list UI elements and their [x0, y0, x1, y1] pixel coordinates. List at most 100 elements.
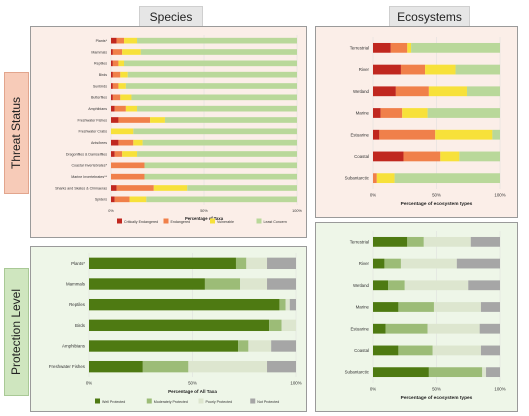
- x-axis-label: Percentage of ecosystem types: [401, 395, 473, 401]
- category-label-sunbirds: Sunbirds: [93, 84, 107, 88]
- x-tick-label: 50%: [432, 386, 441, 391]
- bar-reptiles-least-concern: [124, 60, 298, 67]
- category-label-wetland: Wetland: [353, 283, 370, 288]
- bar-reptiles-moderately-protected: [279, 298, 286, 311]
- bar-birds-critically-endangered: [111, 71, 113, 78]
- category-label-subantarctic: Subantarctic: [345, 370, 370, 375]
- bar-subantarctic-well-protected: [373, 367, 429, 378]
- bar-freshwater-crabs-vulnerable: [111, 128, 134, 135]
- bar-plants-well-protected: [89, 257, 236, 270]
- x-tick-label: 50%: [432, 192, 441, 197]
- category-label-mammals: Mammals: [66, 282, 86, 287]
- legend-swatch-moderately-protected: [146, 398, 152, 404]
- bar-mammals-endangered: [112, 49, 123, 55]
- bar-dragonflies-damselflies-endangered: [114, 151, 123, 157]
- category-label-wetland: Wetland: [353, 89, 370, 94]
- bar-river-not-protected: [456, 258, 500, 269]
- x-tick-label: 50%: [188, 380, 197, 385]
- legend-label-endangered: Endangered: [171, 220, 191, 224]
- category-label-mammals: Mammals: [91, 50, 107, 54]
- bar-subantarctic-vulnerable: [376, 173, 395, 184]
- bar-wetland-least-concern: [466, 86, 500, 97]
- ecosystem-threat-panel: Terrestrial River Wetland Marine Estuarine Co…: [315, 26, 518, 218]
- category-label-sharks-and-skates-chimaeras: Sharks and Skates & Chimaeras: [55, 186, 107, 190]
- category-label-reptiles: Reptiles: [69, 302, 86, 307]
- category-label-coastal: Coastal: [354, 154, 369, 159]
- category-label-ants-bees: Ants/bees: [91, 141, 107, 145]
- bar-sharks-and-skates-chimaeras-endangered: [116, 185, 154, 191]
- bar-freshwater-crabs-least-concern: [133, 128, 297, 135]
- category-label-terrestrial: Terrestrial: [350, 45, 369, 50]
- category-label-subantarctic: Subantarctic: [345, 176, 370, 181]
- category-label-freshwater-fishes: Freshwater Fishes: [49, 364, 86, 369]
- bar-spiders-least-concern: [146, 196, 297, 203]
- bar-wetland-poorly-protected: [404, 280, 469, 291]
- bar-mammals-moderately-protected: [204, 278, 241, 290]
- bar-amphibians-well-protected: [89, 340, 239, 352]
- bar-terrestrial-not-protected: [470, 236, 500, 247]
- bar-mammals-critically-endangered: [111, 49, 113, 55]
- category-label-coastal: Coastal: [354, 348, 369, 353]
- legend-label-poorly-protected: Poorly Protected: [206, 400, 233, 404]
- bar-terrestrial-well-protected: [373, 236, 408, 247]
- bar-birds-endangered: [112, 71, 121, 78]
- x-tick-label: 50%: [200, 209, 208, 213]
- bar-birds-poorly-protected: [281, 319, 296, 332]
- x-axis-label: Percentage of Taxa: [185, 216, 224, 221]
- bar-river-well-protected: [373, 258, 385, 269]
- bar-amphibians-moderately-protected: [238, 340, 249, 352]
- category-label-plants: Plants*: [96, 39, 108, 43]
- bar-marine-invertebrates-least-concern: [144, 173, 297, 180]
- legend-label-least-concern: Least Concern: [264, 220, 287, 224]
- bar-marine-moderately-protected: [398, 302, 434, 312]
- bar-birds-well-protected: [89, 319, 270, 332]
- bar-amphibians-vulnerable: [125, 105, 138, 112]
- bar-amphibians-critically-endangered: [111, 105, 115, 112]
- bar-estuarine-endangered: [379, 129, 436, 140]
- legend-swatch-well-protected: [95, 398, 100, 404]
- bar-wetland-not-protected: [468, 280, 500, 291]
- legend-swatch-critically-endangered: [117, 218, 122, 224]
- legend-label-not-protected: Not Protected: [257, 400, 279, 404]
- species-threat-panel: Plants* Mammals Reptiles Birds Sunbirds Butte…: [30, 26, 307, 238]
- bar-subantarctic-not-protected: [486, 367, 500, 378]
- bar-wetland-vulnerable: [428, 86, 467, 97]
- bar-river-poorly-protected: [400, 258, 457, 269]
- bar-freshwater-fishes-moderately-protected: [142, 360, 189, 373]
- bar-freshwater-fishes-well-protected: [89, 360, 143, 373]
- species-protection-panel: Plants* Mammals Reptiles Birds Amphibians Fre…: [30, 246, 307, 412]
- ecosystem-protection-panel: Terrestrial River Wetland Marine Estuarine Co…: [315, 222, 518, 412]
- bar-coastal-vulnerable: [440, 151, 460, 162]
- bar-terrestrial-least-concern: [411, 42, 500, 53]
- bar-terrestrial-vulnerable: [407, 42, 412, 53]
- bar-dragonflies-damselflies-least-concern: [137, 151, 297, 157]
- bar-terrestrial-critically-endangered: [373, 42, 391, 53]
- legend-label-critically-endangered: Critically Endangered: [124, 220, 158, 224]
- bar-reptiles-well-protected: [89, 298, 280, 311]
- bar-sunbirds-critically-endangered: [111, 83, 113, 89]
- bar-butterflies-endangered: [112, 94, 121, 101]
- category-label-coastal-invertebrates: Coastal Invertebrates*: [71, 164, 107, 168]
- category-label-marine-invertebrates: Marine Invertebrates**: [71, 175, 107, 179]
- bar-mammals-least-concern: [140, 49, 297, 55]
- bar-terrestrial-moderately-protected: [407, 236, 424, 247]
- bar-terrestrial-poorly-protected: [423, 236, 471, 247]
- category-label-butterflies: Butterflies: [91, 96, 107, 100]
- bar-reptiles-vulnerable: [118, 60, 125, 67]
- bar-marine-not-protected: [480, 302, 500, 312]
- category-label-estuarine: Estuarine: [350, 132, 369, 137]
- bar-coastal-poorly-protected: [432, 345, 481, 356]
- category-label-estuarine: Estuarine: [350, 326, 369, 331]
- bar-coastal-well-protected: [373, 345, 399, 356]
- bar-coastal-moderately-protected: [398, 345, 433, 356]
- bar-plants-critically-endangered: [111, 37, 117, 44]
- bar-spiders-vulnerable: [129, 196, 147, 203]
- legend-label-vulnerable: Vulnerable: [217, 220, 234, 224]
- bar-spiders-critically-endangered: [111, 196, 115, 203]
- legend-swatch-vulnerable: [210, 218, 215, 224]
- threat-status-text: Threat Status: [9, 96, 24, 170]
- bar-butterflies-critically-endangered: [111, 94, 113, 101]
- bar-coastal-not-protected: [480, 345, 500, 356]
- bar-amphibians-not-protected: [271, 340, 296, 352]
- x-tick-label: 100%: [292, 209, 302, 213]
